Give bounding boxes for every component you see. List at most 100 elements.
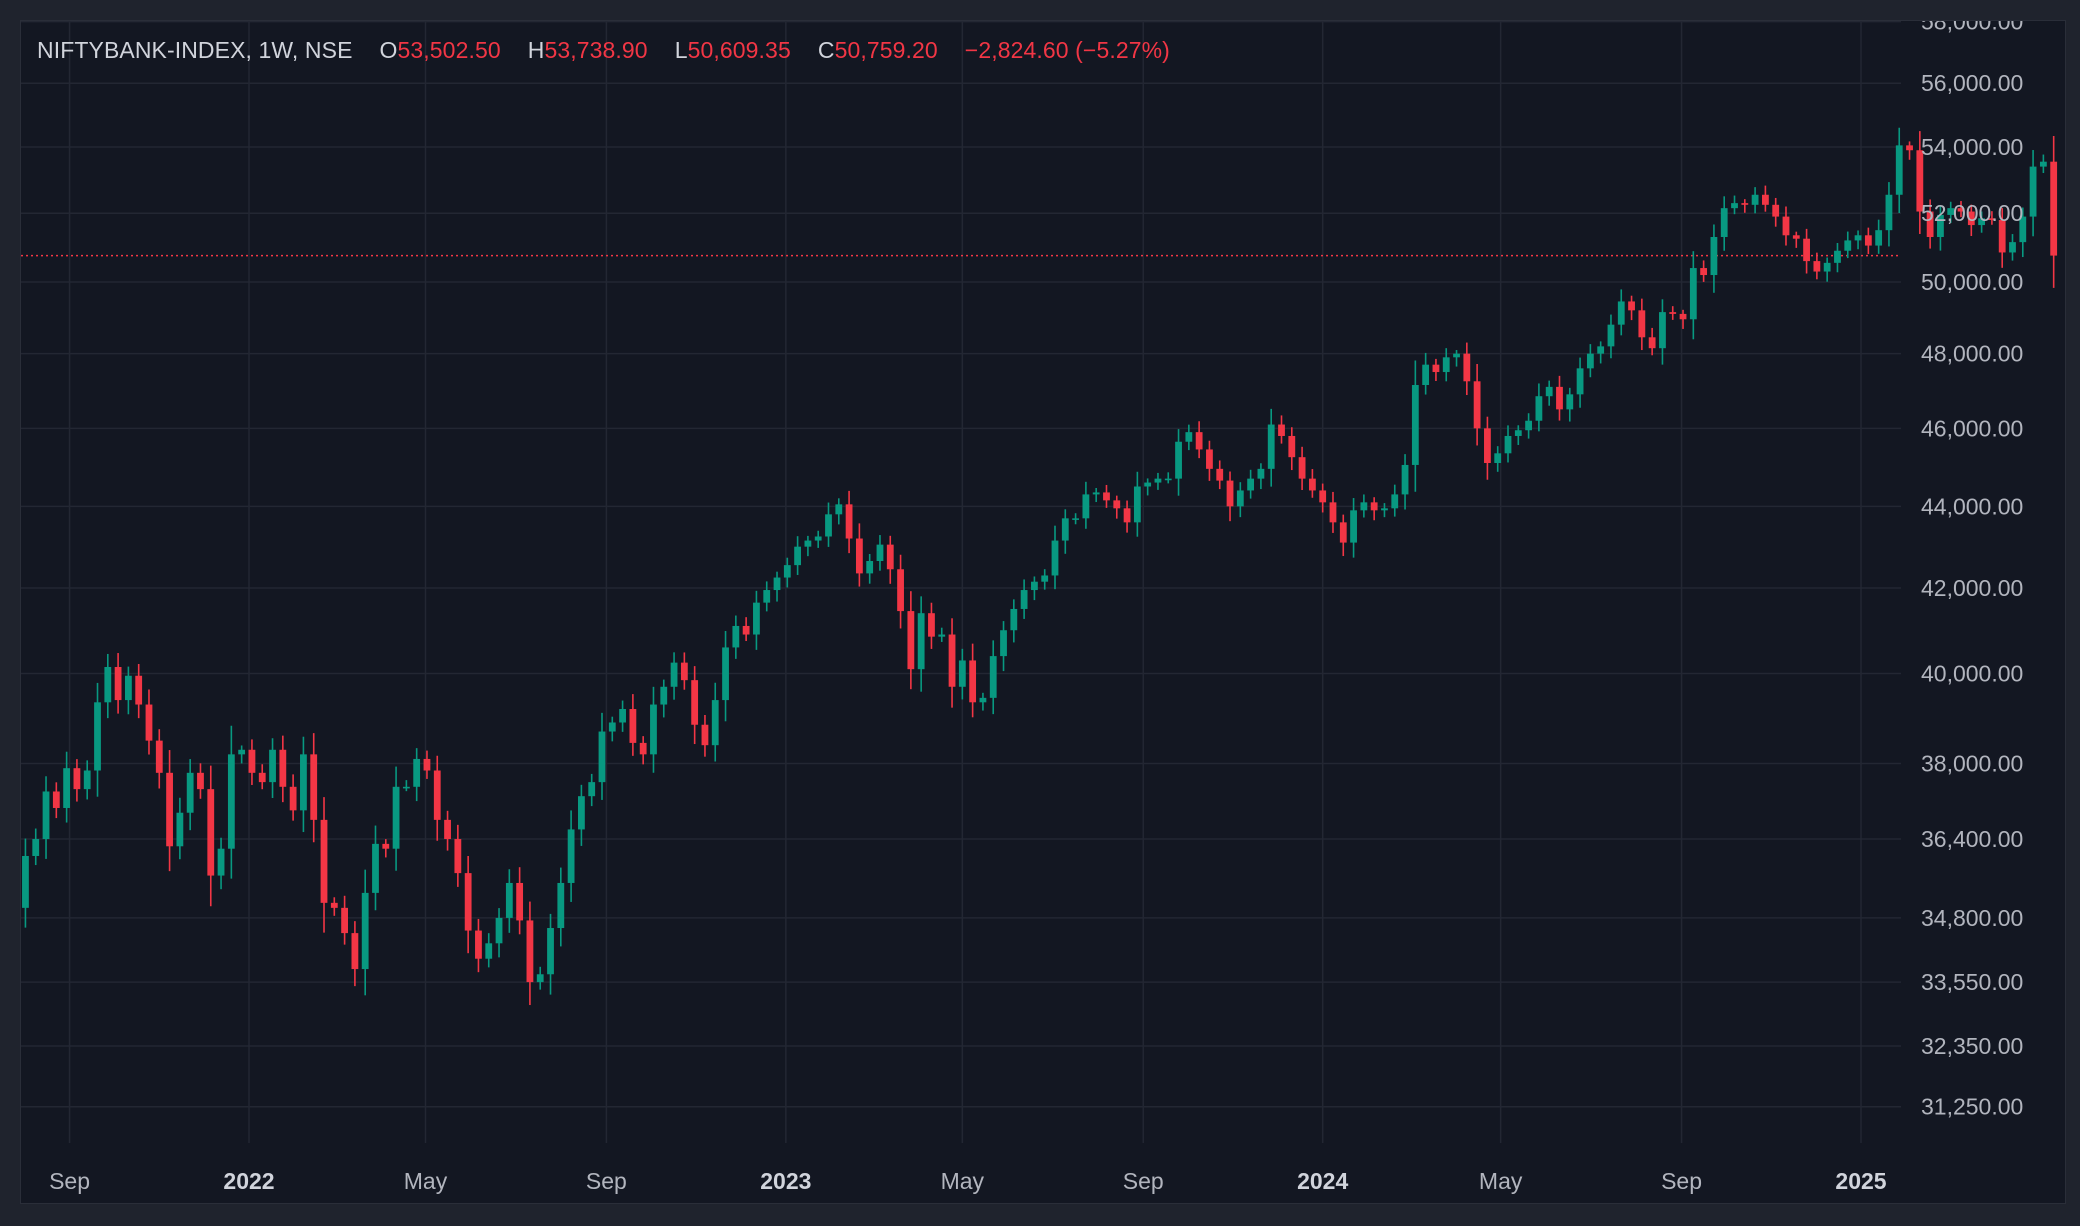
candle	[1494, 446, 1502, 472]
candle	[2019, 207, 2027, 258]
candle	[753, 590, 760, 650]
candle	[1586, 344, 1594, 378]
candle	[1504, 425, 1512, 463]
candle	[2050, 136, 2058, 288]
chart-panel[interactable]: 31,250.00 32,350.00 33,550.00 34,800.00 36,4…	[20, 20, 2066, 1204]
price-tick-label: 52,000.00	[1921, 200, 2023, 226]
candle	[73, 759, 81, 802]
candlestick-chart[interactable]: 31,250.00 32,350.00 33,550.00 34,800.00 36,4…	[21, 21, 2066, 1204]
price-tick-label: 34,800.00	[1921, 905, 2023, 931]
candle	[876, 535, 884, 571]
candle	[1463, 342, 1471, 396]
candle	[1710, 224, 1718, 293]
ohlc-legend: NIFTYBANK-INDEX, 1W, NSE O53,502.50 H53,…	[37, 37, 1170, 64]
time-tick-label: Sep	[49, 1168, 90, 1194]
candle	[804, 535, 812, 557]
candle	[351, 921, 359, 987]
candle	[1298, 446, 1306, 490]
candle	[1720, 196, 1728, 251]
candle	[1834, 242, 1841, 273]
candle	[42, 776, 50, 859]
price-tick-label: 38,000.00	[1921, 751, 2023, 777]
candle	[917, 596, 925, 692]
candle	[1556, 375, 1563, 421]
candle	[1906, 141, 1913, 160]
price-tick-label: 46,000.00	[1921, 415, 2023, 441]
price-tick-label: 54,000.00	[1921, 134, 2023, 160]
candle	[114, 653, 122, 714]
price-tick-label: 42,000.00	[1921, 575, 2023, 601]
price-tick-label: 44,000.00	[1921, 493, 2023, 519]
candle	[1319, 483, 1327, 513]
high-label: H	[527, 37, 545, 63]
candle	[1772, 197, 1780, 227]
candle	[701, 715, 709, 757]
candle	[989, 640, 997, 715]
candle	[22, 838, 29, 928]
candle	[392, 766, 400, 871]
candle	[1154, 472, 1162, 490]
price-tick-label: 50,000.00	[1921, 269, 2023, 295]
candle	[433, 755, 441, 841]
candle	[629, 694, 637, 756]
candle	[1442, 348, 1450, 382]
time-tick-label: 2023	[760, 1168, 811, 1194]
candle	[598, 712, 606, 800]
candle	[1339, 514, 1347, 557]
candle	[207, 765, 215, 907]
candle	[454, 824, 462, 887]
candle	[948, 618, 956, 708]
candle	[639, 736, 647, 765]
candle	[300, 736, 307, 833]
candle	[557, 867, 565, 947]
candle	[1288, 427, 1296, 471]
candle	[227, 725, 235, 879]
candle	[289, 774, 297, 821]
candle	[619, 700, 626, 732]
candle	[1844, 231, 1852, 259]
candle	[1864, 227, 1872, 255]
candle	[567, 810, 575, 902]
candle	[279, 735, 287, 803]
candle	[1144, 478, 1152, 496]
candle	[825, 502, 832, 547]
candle	[495, 908, 503, 958]
candle	[1731, 195, 1738, 215]
candle	[1751, 187, 1759, 214]
candle	[1051, 525, 1059, 590]
price-axis[interactable]: 31,250.00 32,350.00 33,550.00 34,800.00 36,4…	[1921, 21, 2023, 1120]
candle	[650, 686, 657, 773]
candle	[1236, 482, 1244, 518]
candle	[1010, 599, 1018, 643]
candle	[1185, 424, 1193, 451]
candle	[238, 745, 246, 764]
candle	[1411, 360, 1419, 492]
candle	[320, 797, 328, 933]
price-tick-label: 56,000.00	[1921, 70, 2023, 96]
candle	[485, 933, 493, 968]
candle	[413, 748, 421, 802]
high-value: 53,738.90	[544, 37, 648, 63]
candle	[1453, 349, 1460, 367]
symbol-label[interactable]: NIFTYBANK-INDEX, 1W, NSE	[37, 37, 353, 63]
candle	[145, 689, 153, 755]
candle	[1689, 251, 1697, 340]
candle	[2009, 234, 2016, 261]
candle	[1926, 199, 1934, 249]
candle	[464, 856, 472, 954]
candle	[1875, 219, 1883, 254]
candle	[1792, 231, 1800, 248]
candle	[1195, 421, 1203, 459]
candle	[341, 895, 349, 945]
candle	[732, 615, 740, 659]
candle	[1473, 364, 1481, 446]
candles	[22, 127, 2058, 1006]
candle	[1401, 454, 1409, 510]
candle	[660, 679, 668, 718]
candle	[1061, 509, 1069, 554]
price-tick-label: 31,250.00	[1921, 1094, 2023, 1120]
time-axis[interactable]: Sep 2022 May Sep 2023 May Sep 2024 May Sep 2025	[49, 1168, 1887, 1194]
candle	[1041, 569, 1049, 590]
candle	[907, 591, 915, 690]
candle	[1648, 327, 1656, 356]
